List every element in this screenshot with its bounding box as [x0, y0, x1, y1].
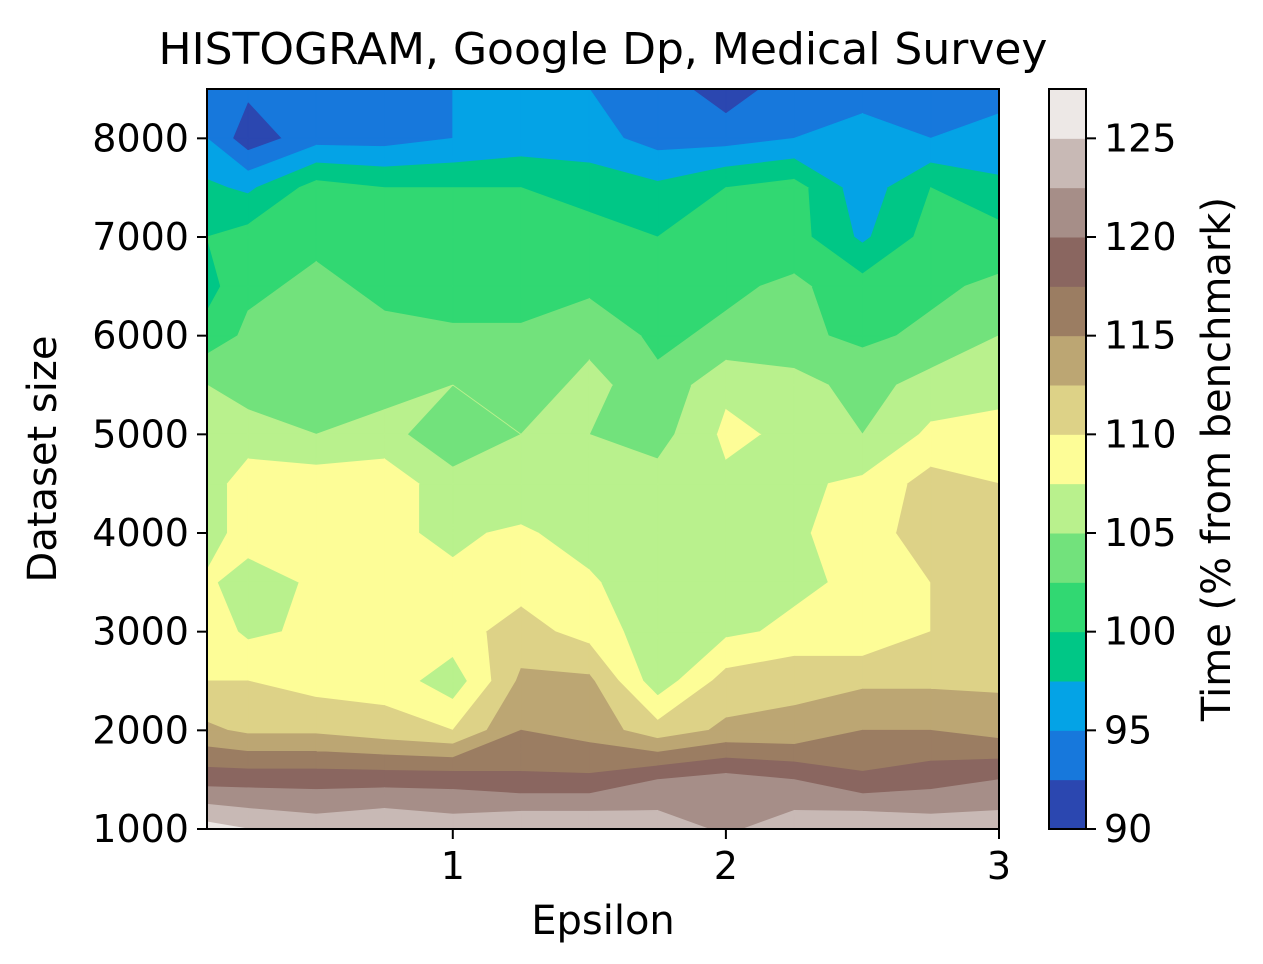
y-tick-label: 2000: [92, 708, 189, 752]
contour-band: [207, 773, 999, 829]
colorbar-swatch: [1049, 187, 1086, 238]
colorbar-frame: [1048, 88, 1087, 830]
y-tick-label: 7000: [92, 215, 189, 259]
colorbar-tick-label: 120: [1104, 215, 1177, 259]
x-tick-label: 3: [987, 844, 1011, 888]
x-tick-label: 2: [714, 844, 738, 888]
contour-band: [207, 178, 999, 362]
y-tick-label: 5000: [92, 412, 189, 456]
colorbar-swatch: [1049, 483, 1086, 534]
colorbar-tick-label: 90: [1104, 807, 1152, 851]
colorbar-swatch: [1049, 533, 1086, 583]
colorbar-tick-label: 110: [1104, 412, 1177, 456]
colorbar-ticks: 90 95 100 105 110 115 120 125: [1086, 116, 1177, 851]
colorbar-swatch: [1049, 631, 1086, 682]
colorbar-swatch: [1049, 730, 1086, 781]
colorbar-tick-label: 105: [1104, 511, 1177, 555]
colorbar-swatch: [1049, 89, 1086, 139]
colorbar-swatch: [1049, 237, 1086, 287]
colorbar-label: Time (% from benchmark): [1194, 197, 1240, 722]
contour-band: [207, 803, 999, 829]
colorbar-swatch: [1049, 385, 1086, 435]
colorbar-tick-label: 115: [1104, 314, 1177, 358]
y-tick-label: 1000: [92, 807, 189, 851]
chart-title: HISTOGRAM, Google Dp, Medical Survey: [159, 24, 1048, 75]
colorbar-swatch: [1049, 582, 1086, 633]
plot-frame: [206, 88, 1000, 830]
colorbar-swatch: [1049, 138, 1086, 189]
contour-band: [207, 466, 999, 745]
colorbar-tick-label: 95: [1104, 708, 1152, 752]
contour-band: [207, 89, 999, 245]
colorbar: [1049, 89, 1086, 830]
y-tick-label: 8000: [92, 116, 189, 160]
colorbar-swatch: [1049, 779, 1086, 830]
colorbar-swatch: [1049, 681, 1086, 731]
y-tick-label: 3000: [92, 610, 189, 654]
colorbar-swatch: [1049, 286, 1086, 337]
colorbar-swatch: [1049, 434, 1086, 485]
contour-fill: [207, 89, 999, 829]
contour-band: [207, 821, 590, 829]
colorbar-tick-label: 125: [1104, 116, 1177, 160]
y-tick-label: 6000: [92, 314, 189, 358]
x-axis-label: Epsilon: [531, 898, 675, 944]
y-axis: 1000 2000 3000 4000 5000 6000 7000 8000: [92, 116, 207, 851]
x-axis: 1 2 3: [441, 829, 1011, 888]
x-tick-label: 1: [441, 844, 465, 888]
y-tick-label: 4000: [92, 511, 189, 555]
colorbar-swatch: [1049, 335, 1086, 386]
y-axis-label: Dataset size: [20, 336, 66, 583]
colorbar-tick-label: 100: [1104, 610, 1177, 654]
